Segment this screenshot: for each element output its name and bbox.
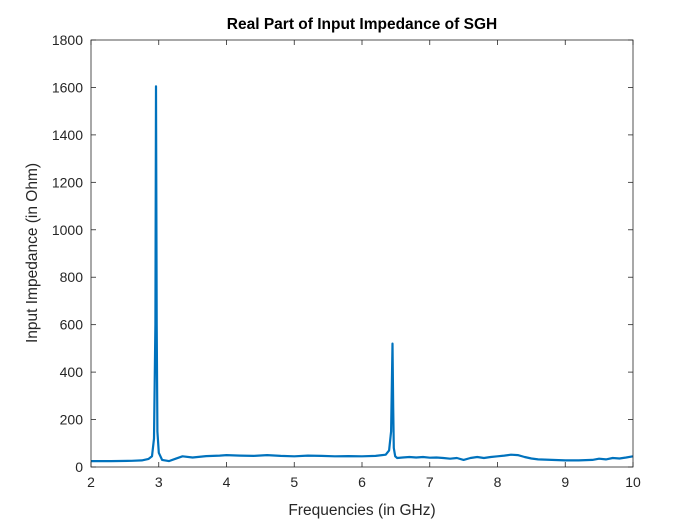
x-tick-label: 8: [494, 474, 502, 490]
x-tick-labels: 2 3 4 5 6 7 8 9 10: [87, 474, 641, 490]
chart-title: Real Part of Input Impedance of SGH: [227, 16, 497, 33]
y-tick-label: 800: [60, 269, 84, 285]
y-tick-label: 600: [60, 317, 84, 333]
x-axis-label: Frequencies (in GHz): [288, 502, 435, 519]
x-tick-label: 4: [223, 474, 231, 490]
y-tick-label: 1200: [52, 174, 83, 190]
y-tick-label: 1600: [52, 79, 83, 95]
series-line: [91, 85, 634, 463]
y-tick-label: 200: [60, 412, 84, 428]
y-axis-label: Input Impedance (in Ohm): [24, 163, 41, 343]
y-tick-labels: 0 200 400 600 800 1000 1200 1400 1600 1800: [52, 32, 83, 475]
y-tick-label: 1800: [52, 32, 83, 48]
y-tick-label: 1000: [52, 222, 83, 238]
y-tick-label: 0: [75, 459, 83, 475]
plot-frame: [90, 39, 634, 468]
x-tick-label: 9: [561, 474, 569, 490]
y-tick-label: 1400: [52, 127, 83, 143]
x-tick-label: 6: [358, 474, 366, 490]
x-tick-label: 3: [155, 474, 163, 490]
x-tick-label: 5: [290, 474, 298, 490]
x-tick-label: 2: [87, 474, 95, 490]
x-tick-label: 10: [625, 474, 641, 490]
plot-area: [91, 40, 633, 467]
x-tick-label: 7: [426, 474, 434, 490]
y-tick-label: 400: [60, 364, 84, 380]
